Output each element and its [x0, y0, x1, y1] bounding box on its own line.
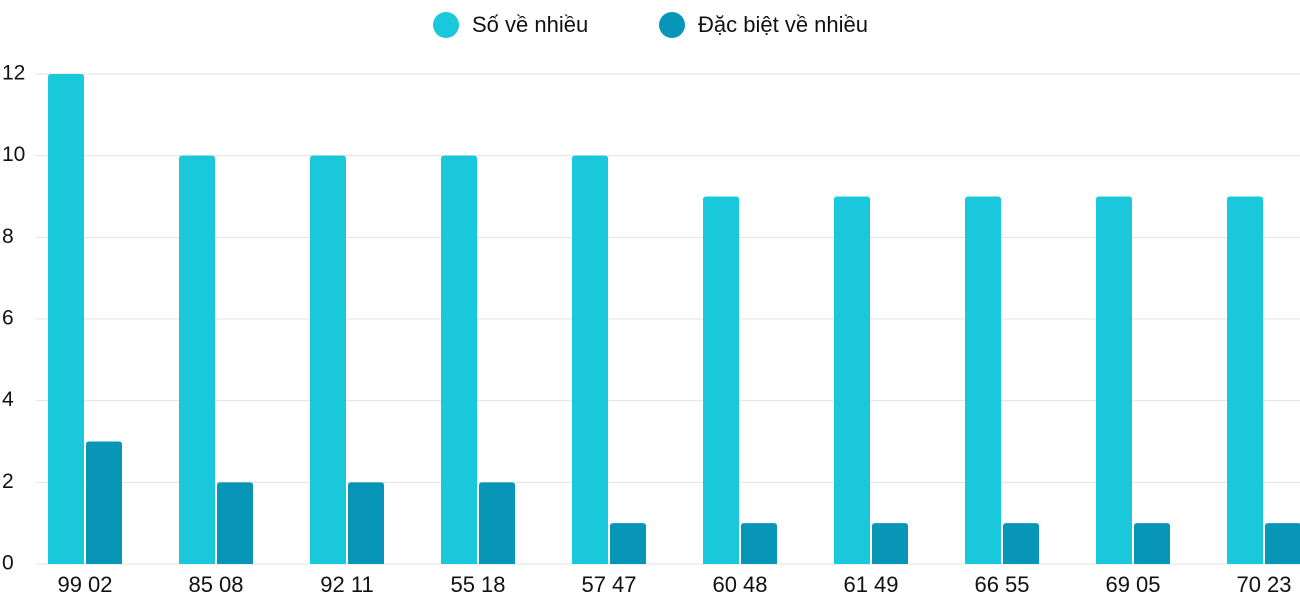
legend-marker: [659, 12, 685, 38]
bar: [703, 196, 739, 564]
bar: [610, 523, 646, 564]
x-tick-label: 92 11: [320, 572, 373, 597]
bar: [1227, 196, 1263, 564]
x-tick-label: 85 08: [188, 572, 243, 597]
bar: [872, 523, 908, 564]
bar: [348, 482, 384, 564]
x-tick-label: 55 18: [450, 572, 505, 597]
y-tick-label: 6: [2, 307, 14, 330]
x-tick-label: 99 02: [57, 572, 112, 597]
x-tick-label: 69 05: [1105, 572, 1160, 597]
legend-label: Số về nhiều: [472, 12, 588, 37]
y-tick-label: 12: [2, 62, 25, 85]
bar: [217, 482, 253, 564]
bar: [834, 196, 870, 564]
bar: [441, 155, 477, 564]
y-tick-label: 4: [2, 388, 14, 411]
bar: [572, 155, 608, 564]
bar: [310, 155, 346, 564]
legend-label: Đặc biệt về nhiều: [698, 12, 868, 37]
y-tick-label: 8: [2, 225, 14, 248]
y-tick-label: 10: [2, 143, 25, 166]
bar: [479, 482, 515, 564]
bar: [965, 196, 1001, 564]
x-tick-label: 57 47: [581, 572, 636, 597]
x-tick-label: 70 23: [1236, 572, 1291, 597]
bar: [179, 155, 215, 564]
legend-marker: [433, 12, 459, 38]
x-tick-label: 60 48: [712, 572, 767, 597]
bar: [48, 74, 84, 564]
bar: [1134, 523, 1170, 564]
bar: [1265, 523, 1300, 564]
x-tick-label: 61 49: [843, 572, 898, 597]
y-tick-label: 2: [2, 470, 14, 493]
x-tick-label: 66 55: [974, 572, 1029, 597]
bar: [86, 441, 122, 564]
y-tick-label: 0: [2, 552, 14, 575]
bar: [1096, 196, 1132, 564]
bar: [1003, 523, 1039, 564]
bar: [741, 523, 777, 564]
